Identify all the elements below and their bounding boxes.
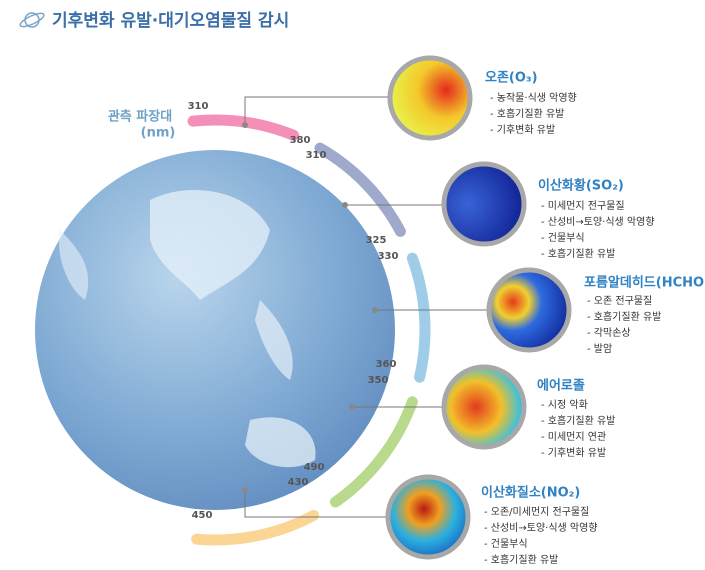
item-name: 오존(O₃): [485, 71, 538, 86]
item-name: 이산화황(SO₂): [538, 178, 624, 194]
band-start: 310: [306, 150, 327, 161]
band-end: 325: [366, 235, 387, 246]
item-name: 이산화질소(NO₂): [481, 485, 580, 501]
band-end: 450: [192, 510, 213, 521]
wavelength-band: [314, 142, 406, 237]
satellite-image: [385, 474, 471, 560]
item-bullet: - 건물부식: [541, 232, 585, 244]
item-bullet: - 각막손상: [587, 327, 631, 339]
bands-and-items: 310 380 310 325 330 360 350 490 430 450 오존(O₃) - 농작…: [187, 55, 705, 566]
item-bullet: - 농작물·식생 악영향: [490, 92, 577, 104]
wavelength-label: 관측 파장대: [108, 109, 172, 125]
item-bullet: - 호흡기질환 유발: [484, 553, 558, 566]
wavelength-band: [187, 114, 300, 141]
title-icon: [19, 12, 45, 28]
item-bullet: - 기후변화 유발: [490, 124, 555, 136]
wavelength-unit: (nm): [141, 126, 176, 141]
item-bullet: - 산성비→토양·식생 악영향: [541, 216, 655, 228]
connector-dot: [349, 404, 355, 410]
item-bullet: - 발암: [587, 343, 612, 355]
band-end: 360: [376, 359, 397, 370]
item-bullet: - 산성비→토양·식생 악영향: [484, 522, 598, 534]
item-bullet: - 호흡기질환 유발: [587, 310, 661, 323]
item-bullet: - 호흡기질환 유발: [490, 107, 564, 120]
item-bullet: - 건물부식: [484, 538, 528, 550]
connector-dot: [342, 202, 348, 208]
connector: [244, 490, 388, 518]
item-bullet: - 호흡기질환 유발: [541, 247, 615, 260]
satellite-image: [441, 364, 527, 450]
band-end: 380: [290, 135, 311, 146]
item-bullet: - 시정 악화: [541, 399, 588, 411]
connector-dot: [242, 122, 248, 128]
band-start: 330: [378, 251, 399, 262]
wavelength-band: [329, 396, 418, 508]
satellite-image: [486, 267, 572, 353]
item-name: 에어로졸: [537, 378, 585, 394]
item-bullet: - 오존 전구물질: [587, 295, 652, 307]
globe: [35, 150, 395, 510]
band-end: 490: [304, 462, 325, 473]
title: 기후변화 유발·대기오염물질 감시: [52, 10, 289, 31]
item-bullet: - 호흡기질환 유발: [541, 414, 615, 427]
item-bullet: - 오존/미세먼지 전구물질: [484, 506, 589, 518]
band-start: 310: [188, 101, 209, 112]
connector-dot: [372, 307, 378, 313]
item-bullet: - 기후변화 유발: [541, 447, 606, 459]
item-bullet: - 미세먼지 연관: [541, 431, 606, 443]
band-start: 350: [368, 375, 389, 386]
wavelength-band: [191, 509, 320, 546]
item-name: 포름알데히드(HCHO): [584, 275, 705, 291]
item-bullet: - 미세먼지 전구물질: [541, 200, 625, 212]
satellite-image: [441, 161, 527, 247]
connector: [244, 96, 390, 125]
wavelength-band: [406, 252, 431, 383]
band-start: 430: [288, 477, 309, 488]
satellite-image: [387, 55, 473, 141]
connector-dot: [242, 487, 248, 493]
